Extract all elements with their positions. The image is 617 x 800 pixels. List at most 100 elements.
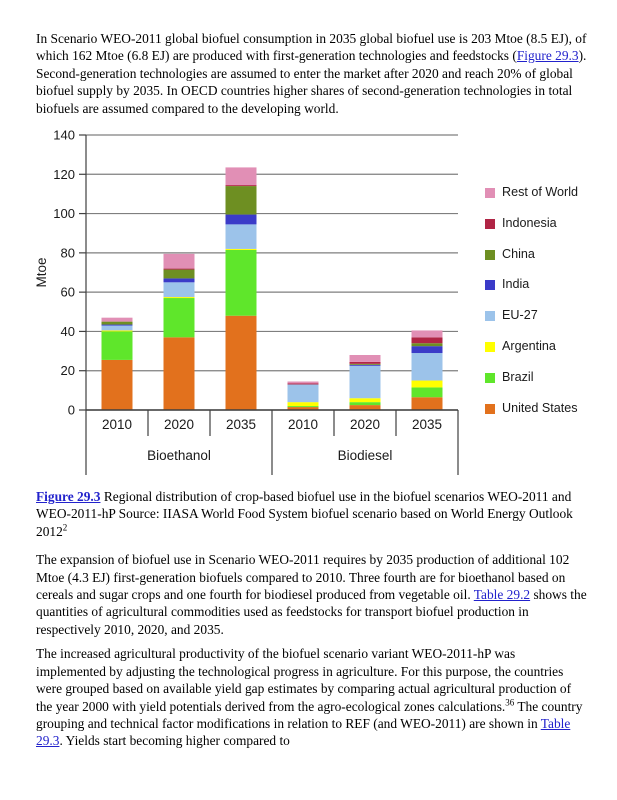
- caption-text: Regional distribution of crop-based biof…: [36, 489, 573, 539]
- figure-29-3-caption-link[interactable]: Figure 29.3: [36, 489, 101, 505]
- expansion-text-2: shows the quantities of agricultural com…: [36, 587, 587, 637]
- legend-item: Brazil: [485, 370, 578, 401]
- bar-segment-eu-27: [163, 282, 195, 298]
- bar-segment-rest-of-world: [225, 167, 257, 186]
- bar-segment-eu-27: [287, 384, 319, 403]
- expansion-text-1: The expansion of biofuel use in Scenario…: [36, 552, 570, 603]
- legend-swatch: [485, 188, 495, 199]
- bar-segment-indonesia: [349, 361, 381, 364]
- bar-segment-eu-27: [101, 325, 133, 331]
- y-tick-label: 100: [53, 206, 75, 221]
- bar-segment-united-states: [101, 359, 133, 411]
- legend-item: China: [485, 247, 578, 278]
- footnote-36-superscript: 36: [505, 697, 515, 708]
- figure-caption: Figure 29.3 Regional distribution of cro…: [36, 488, 588, 540]
- bar-segment-argentina: [411, 380, 443, 388]
- bar-segment-eu-27: [349, 365, 381, 399]
- legend-label: EU-27: [502, 308, 538, 323]
- table-29-2-link[interactable]: Table 29.2: [473, 587, 531, 603]
- y-tick-label: 80: [61, 245, 75, 260]
- caption-superscript: 2: [62, 522, 68, 533]
- intro-text-1: In Scenario WEO-2011 global biofuel cons…: [36, 31, 587, 64]
- legend-label: Brazil: [502, 369, 534, 384]
- legend-item: Rest of World: [485, 185, 578, 216]
- legend-swatch: [485, 372, 495, 383]
- y-axis-title: Mtoe: [34, 258, 49, 288]
- bar-segment-india: [411, 346, 443, 354]
- productivity-text-1: The increased agricultural productivity …: [36, 646, 572, 714]
- x-axis-group-label: Bioethanol: [147, 448, 211, 463]
- legend-swatch: [485, 403, 495, 414]
- bar-segment-argentina: [225, 248, 257, 250]
- legend-label: Indonesia: [502, 215, 557, 230]
- bar-segment-brazil: [411, 387, 443, 398]
- legend-item: EU-27: [485, 308, 578, 339]
- legend-label: China: [502, 246, 535, 261]
- x-axis-year-label: 2020: [164, 417, 194, 432]
- y-tick-label: 40: [61, 324, 75, 339]
- bar-segment-eu-27: [411, 353, 443, 381]
- x-axis-year-label: 2010: [102, 417, 132, 432]
- y-tick-label: 140: [53, 128, 75, 143]
- legend-swatch: [485, 280, 495, 291]
- paragraph-intro: In Scenario WEO-2011 global biofuel cons…: [36, 30, 588, 117]
- bar-segment-rest-of-world: [411, 330, 443, 338]
- paragraph-productivity: The increased agricultural productivity …: [36, 645, 588, 749]
- productivity-text-3: . Yields start becoming higher compared …: [59, 733, 290, 749]
- bar-segment-india: [163, 278, 195, 283]
- figure-29-3-inline-link[interactable]: Figure 29.3: [516, 48, 579, 64]
- table-29-3-link[interactable]: Table 29.3: [36, 715, 571, 749]
- bar-segment-eu-27: [225, 224, 257, 249]
- bar-segment-brazil: [101, 331, 133, 360]
- bar-segment-brazil: [349, 402, 381, 406]
- bar-segment-indonesia: [411, 337, 443, 344]
- bar-segment-china: [101, 321, 133, 325]
- bar-segment-argentina: [163, 297, 195, 299]
- y-tick-label: 0: [68, 403, 75, 418]
- legend-item: Indonesia: [485, 216, 578, 247]
- bar-segment-india: [349, 364, 381, 366]
- biofuel-stacked-bar-chart: 0 20 40 60 80 100 120 140 2010 2020 2035 2010 2020 20…: [34, 128, 459, 476]
- y-tick-label: 20: [61, 363, 75, 378]
- x-axis-year-label: 2010: [288, 417, 318, 432]
- bar-segment-china: [349, 363, 381, 365]
- bar-segment-argentina: [287, 402, 319, 407]
- legend-swatch: [485, 342, 495, 353]
- bar-segment-indonesia: [287, 383, 319, 385]
- y-tick-label: 60: [61, 285, 75, 300]
- x-axis-group-label: Biodiesel: [338, 448, 393, 463]
- paragraph-expansion: The expansion of biofuel use in Scenario…: [36, 551, 588, 638]
- legend-label: Rest of World: [502, 185, 579, 200]
- legend-swatch: [485, 311, 495, 322]
- bar-segment-rest-of-world: [101, 317, 133, 322]
- figure-29-3-chart: 0 20 40 60 80 100 120 140 2010 2020 2035 2010 2020 20…: [0, 123, 617, 476]
- legend-label: India: [502, 277, 530, 292]
- bar-segment-rest-of-world: [287, 381, 319, 384]
- bar-segment-united-states: [287, 407, 319, 411]
- bar-segment-indonesia: [225, 185, 257, 187]
- x-axis-year-label: 2035: [412, 417, 442, 432]
- bar-segment-brazil: [163, 298, 195, 338]
- bar-segment-brazil: [287, 406, 319, 408]
- legend-item: India: [485, 277, 578, 308]
- bar-segment-rest-of-world: [349, 355, 381, 362]
- bar-segment-united-states: [163, 337, 195, 411]
- bar-segment-china: [163, 269, 195, 279]
- y-tick-label: 120: [53, 167, 75, 182]
- bar-segment-united-states: [225, 315, 257, 411]
- intro-text-2: ). Second-generation technologies are as…: [36, 48, 587, 116]
- legend-label: United States: [502, 400, 578, 415]
- bar-segment-rest-of-world: [163, 253, 195, 269]
- legend-item: Argentina: [485, 339, 578, 370]
- legend-swatch: [485, 249, 495, 260]
- bar-segment-india: [225, 214, 257, 225]
- legend-swatch: [485, 218, 495, 229]
- chart-legend: Rest of World Indonesia China India EU-27 Arg…: [485, 185, 578, 431]
- bar-segment-brazil: [225, 249, 257, 316]
- bar-segment-indonesia: [163, 268, 195, 270]
- bar-segment-china: [225, 186, 257, 215]
- bar-segment-china: [411, 343, 443, 347]
- bar-segment-argentina: [101, 330, 133, 332]
- bar-segment-india: [101, 324, 133, 326]
